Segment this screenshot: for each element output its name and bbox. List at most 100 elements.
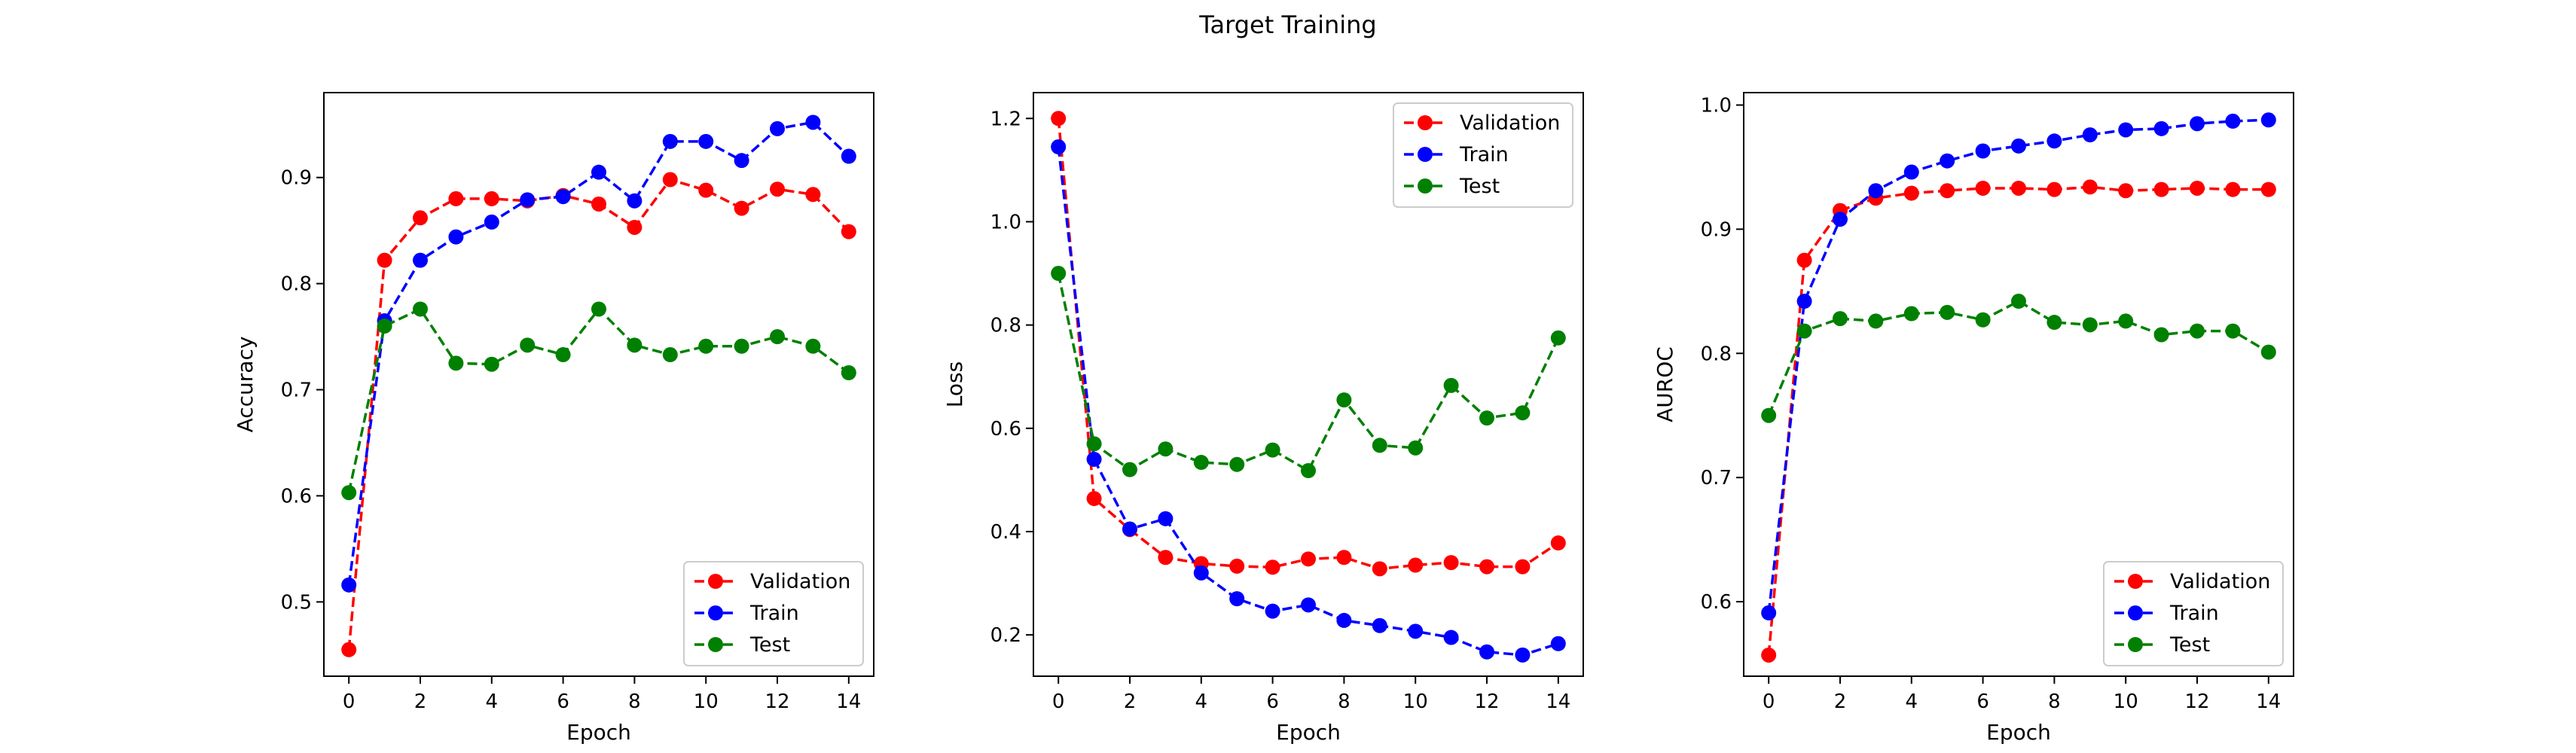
data-point-validation (1515, 559, 1531, 575)
data-point-train (1372, 617, 1387, 633)
data-point-validation (1408, 557, 1424, 573)
legend-label-train: Train (1459, 143, 1509, 166)
data-point-test (1193, 455, 1209, 471)
legend: Validation Train Test (2103, 561, 2284, 666)
x-tick-label: 6 (557, 691, 569, 713)
legend-label-test: Test (749, 633, 790, 657)
data-point-validation (627, 219, 642, 235)
x-tick-label: 14 (1546, 691, 1570, 713)
data-point-train (2082, 127, 2098, 143)
data-point-test (2118, 313, 2134, 329)
legend-marker-validation (2128, 574, 2143, 589)
data-point-validation (1158, 550, 1174, 566)
data-point-train (1903, 164, 1919, 180)
data-point-test (2046, 315, 2062, 331)
x-tick-label: 4 (1906, 691, 1918, 713)
x-tick-label: 12 (1474, 691, 1499, 713)
data-point-test (1372, 437, 1387, 453)
data-point-test (1796, 323, 1812, 339)
data-point-test (1336, 392, 1352, 408)
data-point-validation (1796, 252, 1812, 268)
data-point-validation (2190, 180, 2205, 196)
data-point-validation (448, 191, 464, 206)
legend-marker-train (708, 605, 723, 620)
legend-marker-test (1418, 178, 1433, 194)
data-point-train (662, 133, 678, 149)
figure-title: Target Training (1198, 11, 1376, 39)
data-point-train (1086, 451, 1102, 467)
data-point-train (1975, 143, 1991, 159)
data-point-train (627, 193, 642, 209)
y-tick-label: 0.6 (281, 485, 312, 508)
data-point-validation (591, 196, 606, 212)
data-point-train (2190, 116, 2205, 132)
data-point-test (555, 347, 571, 363)
data-point-train (1051, 139, 1067, 155)
data-point-test (1515, 405, 1531, 421)
data-point-validation (2260, 181, 2276, 197)
data-point-train (1515, 647, 1531, 663)
x-tick-label: 14 (2256, 691, 2281, 713)
legend-box (683, 561, 864, 666)
x-tick-label: 0 (343, 691, 356, 713)
data-point-test (1903, 306, 1919, 322)
data-point-validation (841, 224, 856, 239)
data-point-validation (1443, 555, 1459, 571)
data-point-train (1479, 644, 1495, 660)
data-point-train (1301, 597, 1316, 613)
data-point-validation (2118, 183, 2134, 199)
y-axis-label: Accuracy (233, 337, 258, 433)
y-tick-label: 0.9 (281, 167, 312, 190)
data-point-train (1336, 612, 1352, 628)
legend-box (1393, 102, 1573, 208)
data-point-validation (1975, 180, 1991, 196)
data-point-test (1832, 311, 1848, 327)
y-tick-label: 0.6 (990, 418, 1021, 441)
data-point-test (2190, 323, 2205, 339)
x-tick-label: 10 (1403, 691, 1428, 713)
data-point-validation (1229, 558, 1245, 574)
data-point-train (412, 252, 428, 268)
data-point-train (734, 153, 749, 169)
data-point-train (1550, 636, 1566, 651)
data-point-train (1796, 294, 1812, 309)
legend-label-train: Train (2169, 602, 2219, 625)
y-tick-label: 0.8 (990, 315, 1021, 337)
data-point-test (341, 485, 357, 501)
data-point-test (1443, 377, 1459, 393)
data-point-train (484, 214, 499, 230)
data-point-test (520, 337, 536, 353)
data-point-validation (1372, 561, 1387, 577)
legend-label-test: Test (2169, 633, 2210, 657)
data-point-train (770, 120, 786, 136)
data-point-train (2011, 138, 2026, 154)
data-point-validation (377, 252, 392, 268)
legend-label-train: Train (749, 602, 799, 625)
y-axis-label: Loss (942, 361, 967, 407)
legend: Validation Train Test (1393, 102, 1573, 208)
data-point-test (841, 365, 856, 380)
x-tick-label: 2 (1124, 691, 1137, 713)
data-point-test (1550, 330, 1566, 346)
legend-label-validation: Validation (750, 570, 850, 593)
series-line-test (1767, 300, 2269, 416)
series-line-train (347, 120, 850, 586)
data-point-test (1122, 462, 1137, 477)
data-point-test (412, 301, 428, 317)
legend-label-validation: Validation (1460, 111, 1560, 135)
data-point-train (805, 114, 821, 130)
y-tick-label: 0.7 (281, 380, 312, 402)
data-point-validation (412, 210, 428, 226)
data-point-test (1086, 436, 1102, 452)
data-point-validation (1265, 559, 1280, 575)
data-point-validation (1336, 550, 1352, 566)
data-point-test (484, 356, 499, 372)
data-point-test (1408, 440, 1424, 456)
y-tick-label: 0.9 (1701, 218, 1732, 241)
x-tick-label: 2 (1834, 691, 1847, 713)
data-point-validation (662, 172, 678, 187)
data-point-validation (341, 642, 357, 657)
data-point-validation (1940, 183, 1955, 199)
data-point-test (2260, 344, 2276, 360)
